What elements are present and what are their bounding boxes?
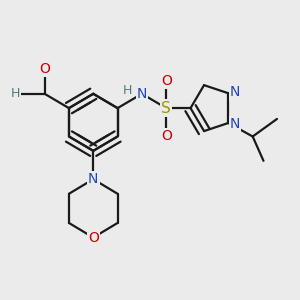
Text: O: O: [161, 129, 172, 143]
Text: N: N: [230, 117, 240, 131]
Text: N: N: [88, 172, 98, 186]
Text: O: O: [39, 62, 50, 76]
Text: O: O: [161, 74, 172, 88]
Text: S: S: [161, 100, 171, 116]
Text: N: N: [137, 87, 147, 101]
Text: N: N: [230, 85, 240, 99]
Text: H: H: [123, 83, 132, 97]
Text: H: H: [11, 87, 20, 100]
Text: O: O: [88, 230, 99, 244]
